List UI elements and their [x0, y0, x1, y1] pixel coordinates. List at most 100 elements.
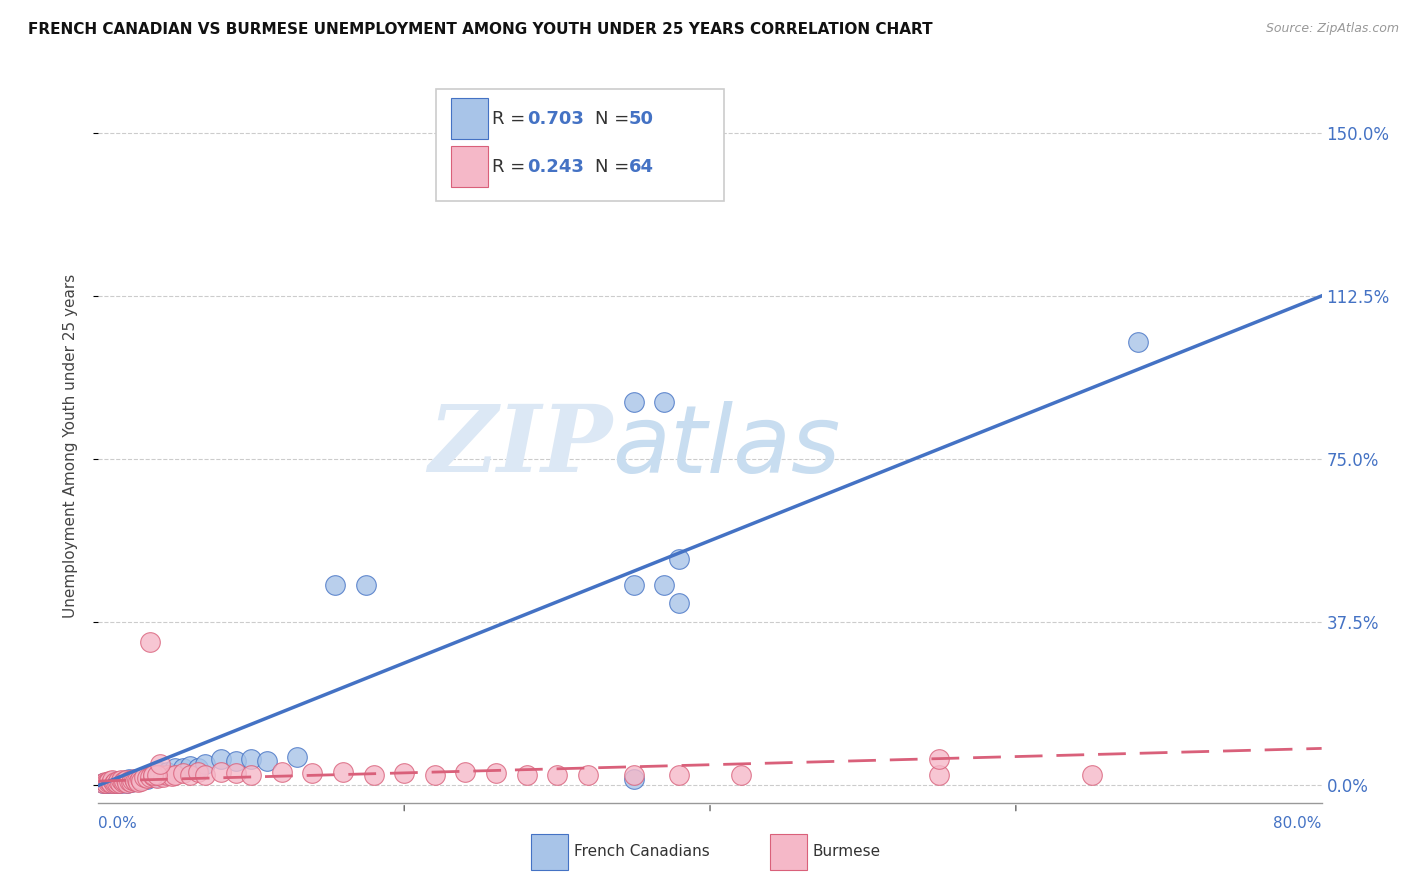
Point: [423, 767, 446, 781]
Point: [141, 767, 163, 781]
Point: [179, 759, 201, 773]
Point: [652, 578, 675, 592]
Point: [127, 775, 149, 789]
Text: R =: R =: [492, 110, 531, 128]
Point: [120, 775, 142, 789]
Point: [111, 775, 134, 789]
Point: [117, 776, 139, 790]
Point: [97, 775, 120, 789]
Point: [546, 767, 568, 781]
Point: [668, 596, 690, 610]
Point: [179, 767, 201, 781]
Point: [117, 776, 139, 790]
Point: [623, 767, 645, 781]
Point: [121, 773, 143, 788]
Point: [94, 776, 117, 790]
Point: [122, 772, 145, 786]
Point: [152, 770, 174, 784]
Point: [108, 776, 131, 790]
Text: atlas: atlas: [612, 401, 841, 491]
Text: Source: ZipAtlas.com: Source: ZipAtlas.com: [1265, 22, 1399, 36]
Point: [107, 775, 129, 789]
Point: [91, 776, 114, 790]
Point: [240, 752, 263, 766]
Point: [194, 756, 217, 771]
Point: [142, 769, 165, 783]
Point: [101, 773, 124, 788]
Point: [110, 776, 132, 790]
Point: [668, 767, 690, 781]
Text: 80.0%: 80.0%: [1274, 816, 1322, 831]
Point: [172, 766, 194, 780]
Point: [145, 770, 167, 784]
Point: [125, 773, 148, 788]
Point: [652, 395, 675, 409]
Point: [120, 775, 142, 789]
Point: [149, 765, 172, 780]
Point: [105, 776, 128, 790]
Point: [111, 775, 134, 789]
Point: [209, 752, 232, 766]
Point: [256, 755, 278, 769]
Text: N =: N =: [595, 158, 634, 176]
Point: [94, 776, 117, 790]
Point: [149, 756, 172, 771]
Point: [129, 771, 152, 785]
Point: [103, 776, 125, 790]
Point: [172, 761, 194, 775]
Point: [163, 767, 186, 781]
Point: [149, 767, 172, 781]
Point: [98, 774, 121, 789]
Point: [163, 761, 186, 775]
Point: [139, 770, 162, 784]
Point: [270, 765, 292, 780]
Point: [103, 776, 125, 790]
Point: [136, 772, 159, 786]
Point: [128, 772, 150, 786]
Y-axis label: Unemployment Among Youth under 25 years: Unemployment Among Youth under 25 years: [63, 274, 77, 618]
Point: [454, 765, 477, 780]
Text: 0.703: 0.703: [527, 110, 583, 128]
Text: 0.0%: 0.0%: [98, 816, 138, 831]
Point: [285, 750, 308, 764]
Point: [225, 766, 247, 780]
Point: [730, 767, 752, 781]
Point: [115, 773, 138, 788]
Point: [134, 770, 156, 784]
Point: [325, 578, 347, 592]
Text: 64: 64: [628, 158, 654, 176]
Point: [115, 773, 138, 788]
Point: [225, 755, 247, 769]
Point: [485, 766, 508, 780]
Text: N =: N =: [595, 110, 634, 128]
Point: [209, 765, 232, 780]
Point: [240, 767, 263, 781]
Point: [156, 767, 179, 781]
Point: [124, 774, 146, 789]
Point: [160, 769, 183, 783]
Point: [121, 774, 143, 789]
Point: [128, 773, 150, 788]
Point: [156, 765, 179, 780]
Point: [124, 774, 146, 789]
Point: [142, 767, 165, 781]
Point: [194, 767, 217, 781]
Point: [516, 767, 538, 781]
Point: [112, 774, 135, 789]
Point: [139, 635, 162, 649]
Point: [100, 776, 122, 790]
Point: [301, 766, 323, 780]
Text: 50: 50: [628, 110, 654, 128]
Point: [101, 774, 124, 789]
Point: [145, 767, 167, 781]
Point: [91, 776, 114, 790]
Point: [125, 772, 148, 786]
Point: [100, 775, 122, 789]
Point: [97, 775, 120, 789]
Text: R =: R =: [492, 158, 531, 176]
Point: [576, 767, 599, 781]
Point: [104, 774, 127, 789]
Text: FRENCH CANADIAN VS BURMESE UNEMPLOYMENT AMONG YOUTH UNDER 25 YEARS CORRELATION C: FRENCH CANADIAN VS BURMESE UNEMPLOYMENT …: [28, 22, 932, 37]
Point: [110, 773, 132, 788]
Point: [93, 775, 115, 789]
